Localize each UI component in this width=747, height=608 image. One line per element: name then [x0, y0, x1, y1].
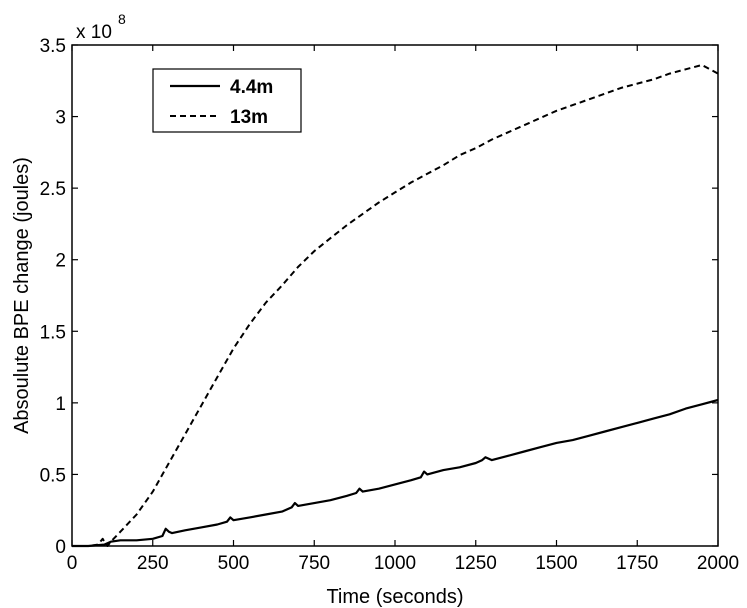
y-tick-label: 1.5 [40, 322, 66, 343]
y-multiplier-exponent: 8 [118, 11, 126, 27]
x-axis-title: Time (seconds) [326, 586, 463, 608]
legend: 4.4m 13m [152, 68, 302, 133]
legend-label-4-4m: 4.4m [230, 77, 273, 98]
y-multiplier: x 10 8 [76, 11, 126, 43]
y-tick-label: 2.5 [40, 179, 66, 200]
x-tick-label: 1500 [535, 553, 577, 574]
x-tick-label: 1000 [374, 553, 416, 574]
y-tick-label: 3 [55, 108, 66, 129]
y-tick-label: 1 [55, 394, 66, 415]
y-multiplier-base: x 10 [76, 22, 112, 43]
x-tick-label: 1750 [616, 553, 658, 574]
y-tick-label: 3.5 [40, 36, 66, 57]
x-tick-label: 2000 [697, 553, 739, 574]
x-tick-label: 500 [218, 553, 250, 574]
y-tick-label: 0 [55, 537, 66, 558]
x-tick-label: 250 [137, 553, 169, 574]
series-line-4-4m [72, 398, 719, 548]
y-tick-label: 0.5 [40, 465, 66, 486]
legend-label-13m: 13m [230, 107, 268, 128]
legend-box [152, 68, 302, 133]
series-group [72, 64, 719, 548]
x-axis: 0 250 500 750 1000 1250 1500 1750 2000 [67, 45, 739, 574]
series-line-13m [72, 64, 719, 547]
y-axis-title: Absoulute BPE change (joules) [11, 157, 33, 434]
y-tick-label: 2 [55, 251, 66, 272]
x-tick-label: 0 [67, 553, 78, 574]
x-tick-label: 750 [298, 553, 330, 574]
y-axis: 0 0.5 1 1.5 2 2.5 3 3.5 [40, 36, 718, 558]
x-tick-label: 1250 [455, 553, 497, 574]
